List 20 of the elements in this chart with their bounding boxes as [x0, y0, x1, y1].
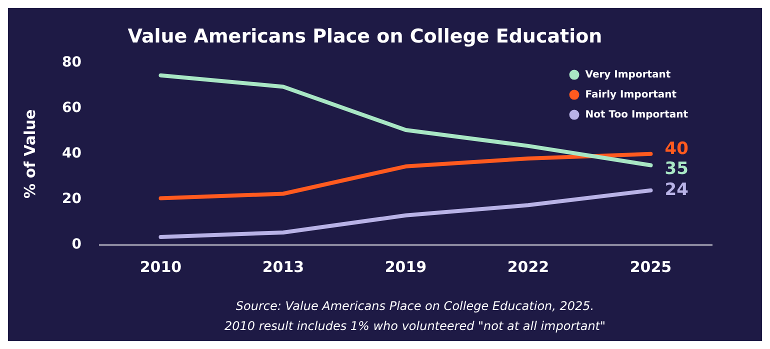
y-axis-title: % of Value — [20, 109, 39, 199]
data-label: 35 — [664, 159, 688, 180]
text: 2010 result includes 1% who volunteered "not at all important" — [224, 319, 606, 334]
y-tick-label: 20 — [62, 191, 82, 208]
legend-label: Not Too Important — [585, 109, 688, 120]
x-tick-label: 2010 — [140, 258, 182, 276]
chart-title: Value Americans Place on College Education — [128, 25, 602, 48]
y-tick-label: 40 — [62, 146, 82, 162]
x-tick-label: 2022 — [507, 258, 550, 276]
y-tick-label: 0 — [72, 236, 82, 253]
x-tick-label: 2025 — [630, 258, 672, 276]
y-tick-label: 60 — [62, 100, 82, 116]
y-tick-label: 80 — [62, 54, 82, 70]
legend-label: Very Important — [585, 69, 671, 80]
x-tick-label: 2013 — [262, 258, 304, 276]
data-label: 24 — [664, 180, 689, 200]
x-tick-label: 2019 — [384, 258, 427, 276]
legend-label: Fairly Important — [585, 89, 677, 100]
source-note: Source: Value Americans Place on College Education, 2025. — [236, 299, 594, 314]
data-label: 40 — [664, 139, 689, 160]
